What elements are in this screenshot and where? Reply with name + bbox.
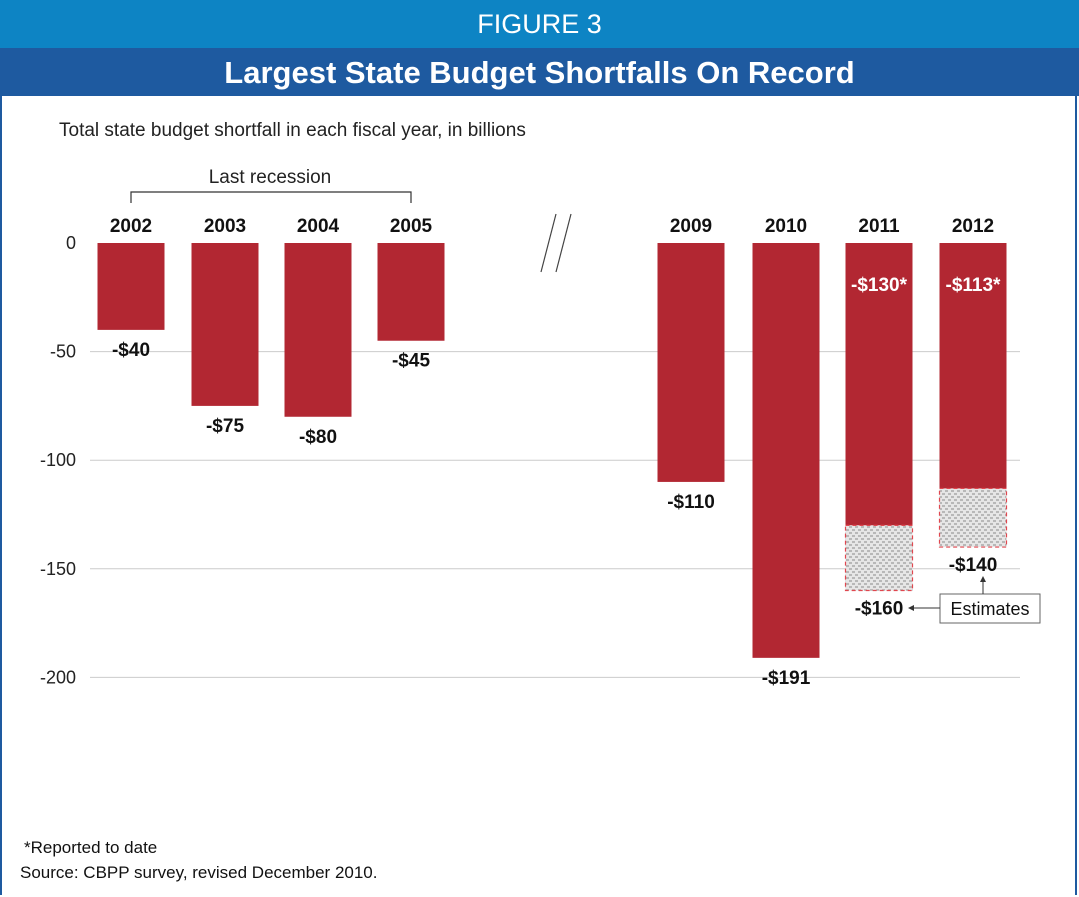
bar-chart: Total state budget shortfall in each fis… bbox=[40, 120, 1041, 689]
bar-2005 bbox=[377, 243, 445, 341]
figure-number: FIGURE 3 bbox=[0, 0, 1079, 48]
data-label-2009: -$110 bbox=[667, 492, 715, 513]
y-tick-label: -200 bbox=[40, 667, 76, 687]
y-tick-label: 0 bbox=[66, 233, 76, 253]
estimate-range-2011 bbox=[844, 524, 914, 592]
estimates-callout: Estimates bbox=[908, 576, 1041, 624]
category-label-2002: 2002 bbox=[110, 216, 152, 237]
bar-2003 bbox=[191, 243, 259, 406]
data-label-2003: -$75 bbox=[206, 416, 244, 437]
category-label-2009: 2009 bbox=[670, 216, 712, 237]
bar-2011 bbox=[845, 243, 913, 526]
category-label-2003: 2003 bbox=[204, 216, 246, 237]
estimate-label-2011: -$160 bbox=[855, 599, 904, 620]
category-label-2005: 2005 bbox=[390, 216, 433, 237]
data-label-2004: -$80 bbox=[299, 427, 337, 448]
arrowhead-up bbox=[980, 576, 986, 582]
axis-break-mark bbox=[540, 213, 572, 273]
bar-2012 bbox=[939, 243, 1007, 489]
estimate-label-2012: -$140 bbox=[949, 555, 998, 576]
estimates-label: Estimates bbox=[950, 599, 1029, 619]
recession-bracket: Last recession bbox=[130, 167, 412, 203]
bars bbox=[97, 243, 1008, 658]
axis-break bbox=[540, 213, 572, 273]
category-label-2011: 2011 bbox=[858, 216, 900, 237]
y-tick-label: -150 bbox=[40, 559, 76, 579]
data-label-2010: -$191 bbox=[762, 668, 811, 689]
figure-title: Largest State Budget Shortfalls On Recor… bbox=[0, 48, 1079, 96]
y-tick-label: -100 bbox=[40, 450, 76, 470]
y-tick-label: -50 bbox=[50, 342, 76, 362]
category-label-2012: 2012 bbox=[952, 216, 994, 237]
bracket-label: Last recession bbox=[209, 167, 332, 188]
category-label-2010: 2010 bbox=[765, 216, 807, 237]
category-labels: 2002 2003 2004 2005 2009 2010 2011 2012 bbox=[110, 216, 994, 237]
category-label-2004: 2004 bbox=[297, 216, 340, 237]
data-label-2011: -$130* bbox=[851, 275, 908, 296]
bar-2010 bbox=[752, 243, 820, 658]
estimate-range-2012 bbox=[938, 487, 1008, 548]
bar-2002 bbox=[97, 243, 165, 330]
data-label-2005: -$45 bbox=[392, 351, 430, 372]
bar-2004 bbox=[284, 243, 352, 417]
bracket-line bbox=[130, 191, 412, 203]
chart-subtitle: Total state budget shortfall in each fis… bbox=[59, 120, 526, 141]
footnote: *Reported to date bbox=[24, 838, 158, 857]
data-labels: -$40 -$75 -$80 -$45 -$110 -$191 -$130* -$160 -$1… bbox=[112, 275, 1001, 689]
arrowhead-left bbox=[908, 605, 914, 611]
source-note: Source: CBPP survey, revised December 20… bbox=[20, 863, 378, 882]
y-axis-ticks: 0 -50 -100 -150 -200 bbox=[40, 233, 76, 687]
data-label-2012: -$113* bbox=[946, 275, 1002, 296]
bar-2009 bbox=[657, 243, 725, 482]
data-label-2002: -$40 bbox=[112, 340, 150, 361]
